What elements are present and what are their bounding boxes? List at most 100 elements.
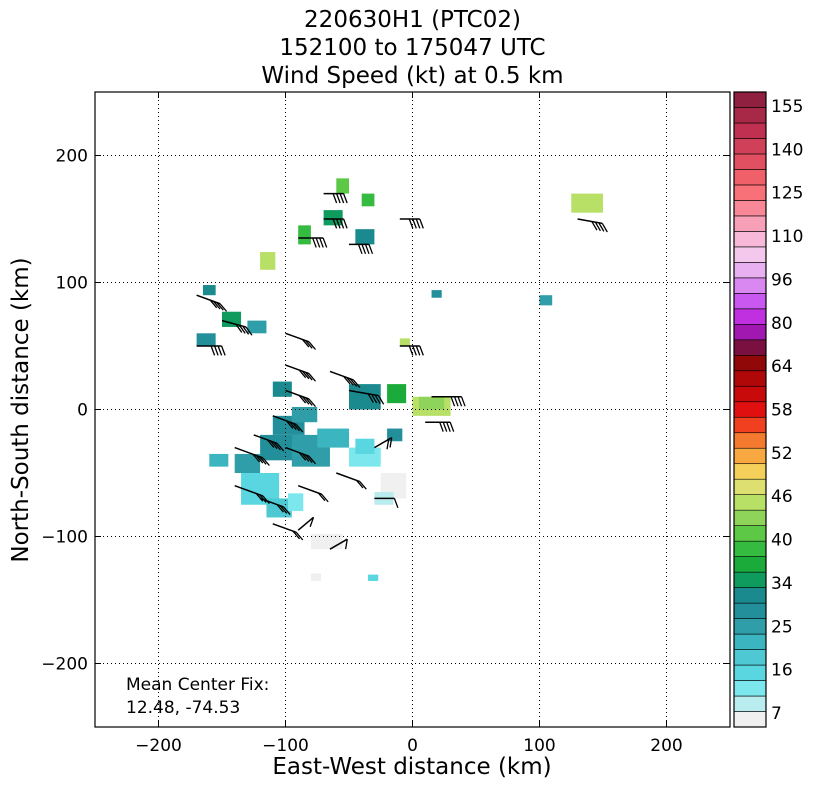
wind-barb-13	[259, 497, 291, 516]
wind-barb-feather-20-1	[446, 421, 451, 432]
colorbar-cell-36	[733, 153, 767, 170]
wind-barbs	[196, 192, 608, 550]
wind-speed-patch-35	[310, 573, 322, 581]
x-tick-label-1: −100	[262, 736, 309, 756]
wind-barb-28	[329, 538, 348, 550]
wind-barb-shaft-12	[234, 484, 264, 497]
wind-barb-feather-26-1	[415, 218, 421, 229]
wind-barb-feather-0-2	[213, 300, 221, 310]
wind-barb-feather-24-0	[322, 237, 328, 248]
wind-barb-feather-6-1	[374, 394, 381, 405]
wind-barb-feather-27-3	[591, 221, 598, 231]
wind-barb-feather-3-2	[301, 339, 310, 348]
wind-barb-14	[272, 523, 304, 541]
colorbar-cell-14	[733, 494, 767, 511]
wind-speed-patch-14	[291, 406, 318, 423]
wind-barb-shaft-27	[577, 218, 603, 225]
colorbar-label-9: 46	[771, 487, 793, 507]
wind-barb-17	[374, 436, 393, 450]
colorbar-cell-37	[733, 138, 767, 155]
wind-speed-patch-36	[368, 574, 379, 581]
wind-barb-feather-14-0	[295, 531, 304, 541]
wind-barb-feather-7-2	[255, 455, 264, 464]
wind-speed-patch-29	[355, 229, 375, 245]
wind-speed-patch-4	[234, 453, 261, 473]
wind-barb-27	[577, 218, 608, 233]
colorbar-label-5: 80	[771, 314, 793, 334]
wind-barb-feather-11-3	[343, 375, 351, 385]
wind-speed-patches	[196, 178, 603, 581]
wind-barb-feather-5-3	[298, 394, 307, 404]
wind-barb-feather-2-2	[213, 345, 219, 356]
colorbar-cell-0	[733, 711, 767, 728]
wind-barb-feather-23-2	[335, 218, 341, 229]
wind-barb-4	[285, 364, 316, 382]
colorbar-label-4: 96	[771, 270, 793, 290]
wind-barb-feather-20-0	[449, 421, 455, 432]
center-fix-label: Mean Center Fix:	[126, 675, 269, 695]
wind-barb-feather-18-0	[393, 498, 399, 509]
colorbar-cell-21	[733, 385, 767, 403]
wind-speed-patch-24	[202, 285, 216, 296]
colorbar-cell-9	[733, 571, 767, 588]
wind-barb-11	[329, 370, 361, 389]
wind-barb-feather-3-0	[308, 341, 316, 350]
colorbar-cell-10	[733, 556, 767, 573]
colorbar-label-10: 40	[771, 531, 793, 551]
wind-barb-23	[323, 218, 348, 229]
wind-barb-feather-2-3	[210, 345, 216, 356]
colorbar-cell-25	[733, 324, 767, 341]
wind-barb-feather-6-0	[377, 395, 385, 405]
wind-barb-shaft-9	[272, 415, 297, 426]
colorbar-cell-29	[733, 262, 767, 279]
wind-speed-patch-2	[288, 493, 304, 512]
colorbar-cell-17	[733, 447, 767, 465]
wind-barb-feather-5-0	[308, 398, 316, 408]
wind-barb-feather-2-0	[220, 345, 226, 356]
wind-barb-shaft-17	[374, 436, 393, 449]
wind-barb-feather-21-1	[415, 345, 421, 356]
colorbar-cell-34	[733, 184, 767, 201]
wind-barb-feather-24-3	[312, 237, 317, 248]
wind-barb-feather-23-0	[342, 218, 348, 229]
colorbar-cell-32	[733, 215, 767, 232]
colorbar-cell-18	[733, 432, 767, 449]
colorbar-label-1: 140	[771, 140, 803, 160]
wind-barb-feather-6-2	[371, 394, 378, 404]
wind-barb-feather-16-1	[356, 479, 364, 489]
wind-barb-6	[348, 389, 385, 405]
colorbar-frame	[733, 91, 767, 728]
wind-barb-feather-8-3	[266, 439, 275, 448]
wind-barb-feather-1-2	[238, 324, 246, 334]
wind-barb-feather-16-0	[359, 481, 367, 490]
colorbar-cell-33	[733, 200, 767, 217]
x-tick-label-2: 0	[407, 736, 418, 756]
y-tick-label-4: 200	[56, 147, 88, 167]
wind-barb-feather-19-3	[450, 396, 456, 407]
wind-barb-feather-0-3	[209, 299, 218, 309]
colorbar-cell-11	[733, 540, 767, 557]
colorbar-cell-2	[733, 680, 767, 697]
x-tick-label-0: −200	[135, 736, 182, 756]
y-tick-label-1: −100	[41, 528, 88, 548]
colorbar-label-3: 110	[771, 227, 803, 247]
colorbar-label-6: 64	[771, 357, 793, 377]
wind-speed-patch-15	[272, 381, 292, 397]
chart-title-line-1: 220630H1 (PTC02)	[304, 7, 521, 33]
wind-barb-shaft-8	[253, 434, 278, 445]
colorbar-cell-28	[733, 277, 767, 294]
wind-barb-feather-8-1	[273, 441, 281, 451]
wind-speed-patch-26	[298, 225, 311, 245]
colorbar-cell-3	[733, 664, 767, 681]
colorbar-cell-6	[733, 618, 767, 635]
wind-barb-feather-26-0	[419, 218, 424, 229]
center-fix-value: 12.48, -74.53	[126, 698, 240, 718]
y-tick-label-0: −200	[41, 655, 88, 675]
wind-speed-patch-21	[222, 311, 242, 327]
wind-barb-feather-25-0	[368, 244, 374, 255]
wind-barb-feather-13-1	[279, 505, 288, 514]
wind-barb-feather-1-1	[242, 325, 250, 335]
colorbar-cell-4	[733, 649, 767, 666]
wind-barb-feather-23-3	[332, 218, 338, 229]
wind-barb-5	[285, 389, 316, 408]
